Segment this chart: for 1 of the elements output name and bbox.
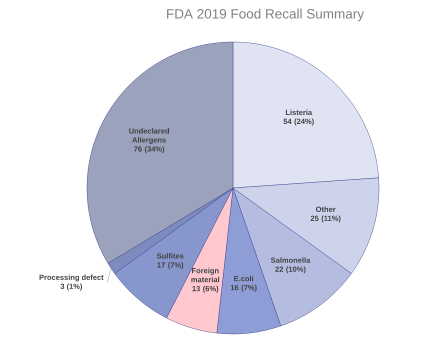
chart-title: FDA 2019 Food Recall Summary — [167, 8, 364, 22]
